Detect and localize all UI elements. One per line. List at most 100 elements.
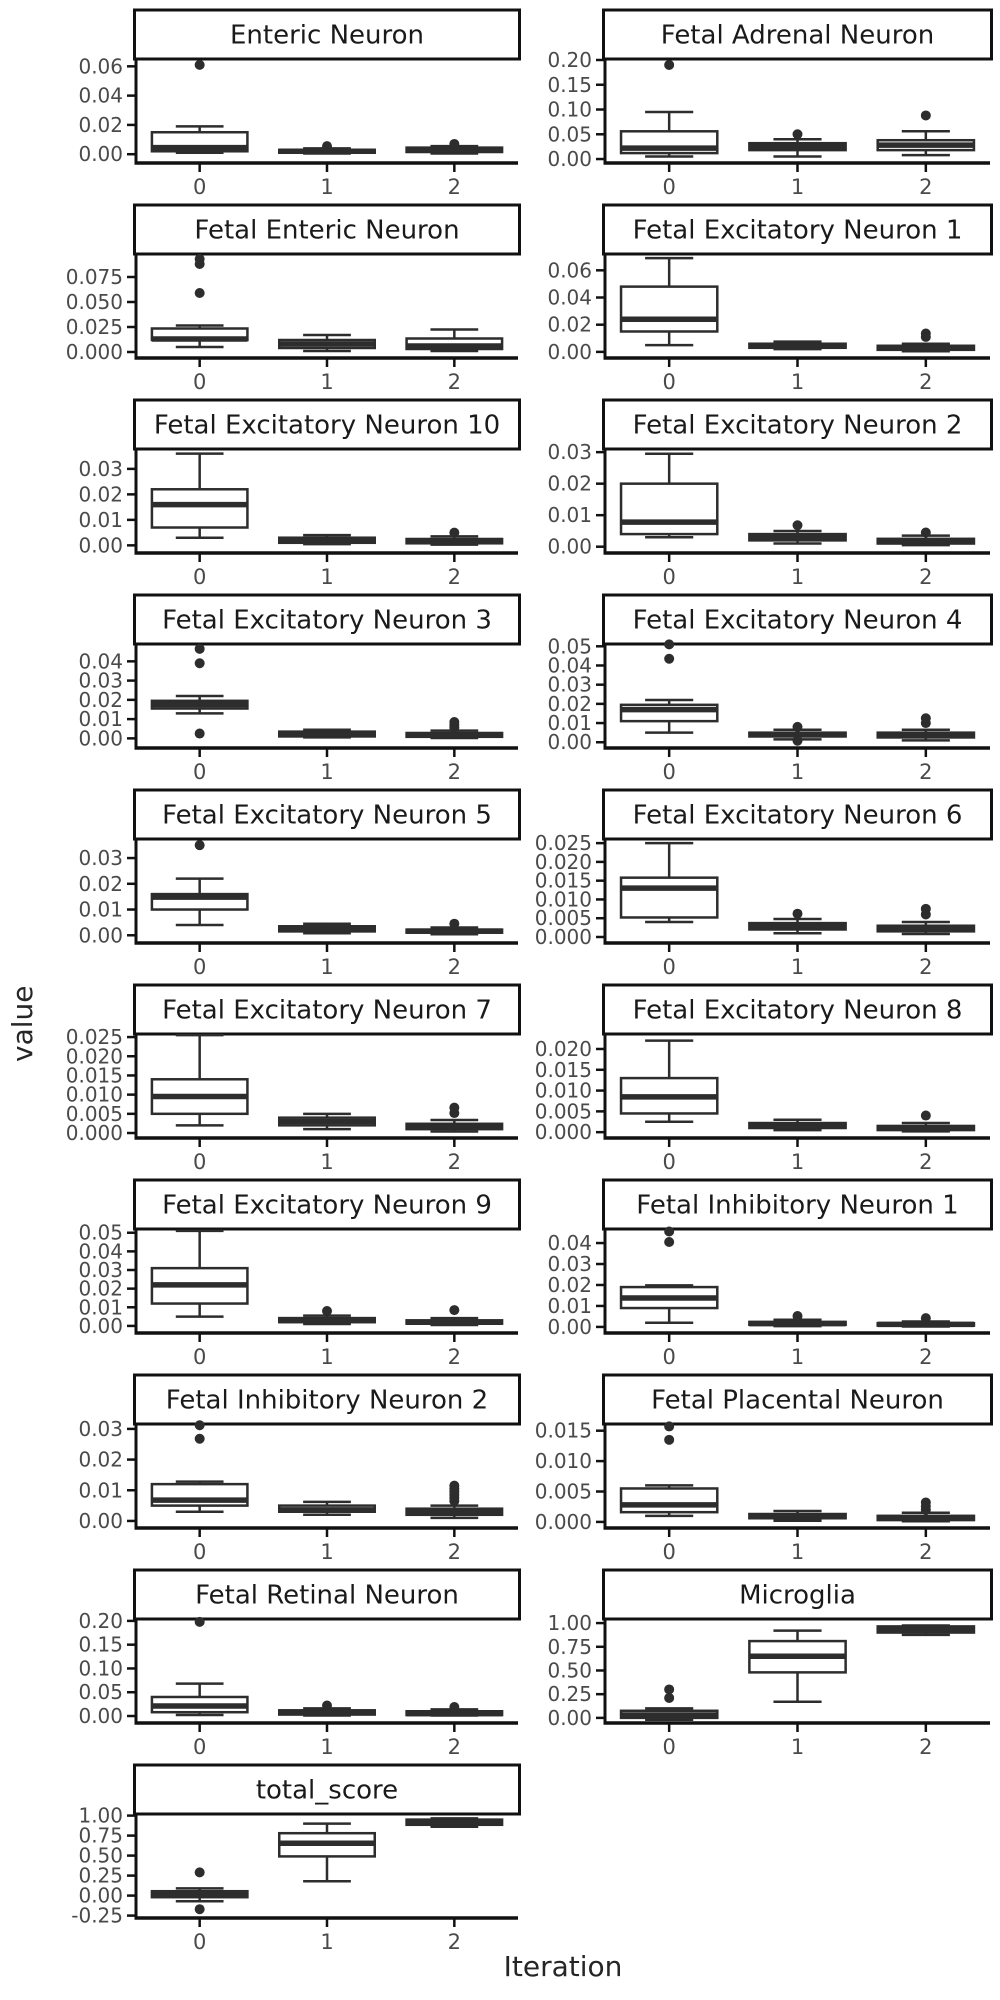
y-tick-label: -0.25	[71, 1904, 123, 1928]
box-group	[278, 1700, 376, 1717]
facet-title-strip	[133, 788, 521, 841]
y-tick-label: 0.00	[78, 533, 123, 557]
box-group	[405, 328, 504, 353]
y-tick-label: 0.03	[78, 1417, 123, 1441]
y-tick-label: 0.75	[78, 1824, 123, 1848]
y-tick-label: 0.04	[547, 286, 592, 310]
box-group	[619, 841, 719, 924]
facet-panel: total_score -0.250.000.250.500.751.00 0 1 2	[71, 1763, 521, 1954]
box-group	[278, 1112, 376, 1131]
y-tick-label: 0.03	[78, 669, 123, 693]
y-tick-label: 0.000	[66, 1121, 123, 1145]
y-tick-label: 0.025	[66, 315, 123, 339]
y-tick-label: 0.02	[78, 1277, 123, 1301]
y-tick-label: 0.04	[547, 653, 592, 677]
y-tick-label: 0.06	[547, 258, 592, 282]
box-group	[876, 1624, 976, 1637]
facet-title: Fetal Inhibitory Neuron 1	[636, 1191, 958, 1221]
y-tick-label: 0.00	[78, 923, 123, 947]
facet-title-strip	[133, 8, 521, 61]
outlier-point	[449, 918, 460, 929]
outlier-point	[194, 1867, 205, 1878]
x-tick-label: 0	[193, 1150, 206, 1174]
facet-title-strip	[133, 1763, 521, 1816]
box	[619, 482, 719, 536]
box	[619, 876, 719, 919]
box-group	[876, 903, 976, 936]
box-group	[748, 1509, 847, 1522]
y-tick-label: 0.02	[547, 313, 592, 337]
box-group	[405, 717, 504, 740]
outlier-point	[449, 1480, 460, 1491]
y-tick-label: 0.01	[547, 711, 592, 735]
y-tick-label: 0.50	[547, 1658, 592, 1682]
y-tick-label: 0.050	[66, 290, 123, 314]
outlier-point	[920, 1110, 931, 1121]
box-group	[876, 527, 976, 547]
x-tick-label: 2	[919, 760, 932, 784]
x-tick-label: 1	[791, 955, 804, 979]
x-tick-label: 1	[320, 565, 333, 589]
box-group	[278, 533, 376, 546]
y-tick-label: 0.015	[535, 1419, 592, 1443]
box-group	[150, 1616, 249, 1717]
box-group	[150, 452, 249, 539]
box-group	[876, 1110, 976, 1133]
x-tick-label: 2	[448, 760, 461, 784]
y-tick-label: 0.01	[547, 503, 592, 527]
y-tick-label: 0.06	[78, 54, 123, 78]
x-tick-label: 2	[919, 1150, 932, 1174]
facet-panel: Fetal Excitatory Neuron 2 0.00 0.01 0.02 0.0…	[547, 398, 993, 589]
y-tick-label: 0.03	[547, 673, 592, 697]
x-tick-label: 1	[320, 370, 333, 394]
outlier-point	[664, 653, 675, 664]
y-tick-label: 0.005	[535, 1480, 592, 1504]
outlier-point	[322, 1700, 332, 1711]
box-group	[619, 639, 719, 734]
facet-title-strip	[602, 1178, 993, 1231]
facet-panel: Fetal Inhibitory Neuron 10.000.010.020.0…	[547, 1178, 993, 1369]
y-tick-label: 0.020	[66, 1044, 123, 1068]
box-group	[619, 1039, 719, 1124]
facet-title: Fetal Excitatory Neuron 3	[162, 606, 492, 636]
x-tick-label: 0	[662, 370, 675, 394]
y-tick-label: 0.20	[78, 1609, 123, 1633]
box-group	[748, 908, 847, 935]
facet-title-strip	[133, 398, 521, 451]
outlier-point	[194, 59, 205, 70]
x-tick-label: 0	[662, 1345, 675, 1369]
y-tick-label: 0.01	[78, 707, 123, 731]
y-tick-label: 1.00	[78, 1804, 123, 1828]
y-tick-label: 0.02	[78, 113, 123, 137]
facet-title: Fetal Retinal Neuron	[195, 1581, 459, 1611]
y-tick-label: 0.00	[547, 535, 592, 559]
x-tick-label: 2	[448, 1930, 461, 1954]
box-group	[748, 129, 847, 158]
x-tick-label: 2	[448, 175, 461, 199]
outlier-point	[449, 138, 460, 149]
facet-panel: Fetal Excitatory Neuron 5 0.000.010.020.0…	[78, 788, 521, 979]
x-tick-label: 1	[320, 1735, 333, 1759]
y-tick-label: 0.20	[547, 48, 592, 72]
y-tick-label: 0.015	[535, 1058, 592, 1082]
box	[619, 1487, 719, 1514]
box-group	[405, 1817, 504, 1829]
outlier-point	[792, 129, 803, 140]
facet-panel: Enteric Neuron 0.00 0.02 0.04 0.06 0 1 2	[78, 8, 521, 199]
y-tick-label: 0.50	[78, 1844, 123, 1868]
outlier-point	[664, 59, 675, 70]
x-tick-label: 1	[791, 1735, 804, 1759]
y-tick-label: 0.010	[535, 1449, 592, 1473]
facet-panel: Fetal Excitatory Neuron 40.000.010.020.0…	[547, 593, 993, 784]
y-tick-label: 0.010	[66, 1083, 123, 1107]
outlier-point	[792, 735, 803, 746]
x-tick-label: 1	[791, 565, 804, 589]
outlier-point	[194, 1420, 205, 1431]
box-group	[405, 527, 504, 546]
box-group	[278, 1306, 376, 1326]
y-tick-label: 0.025	[535, 831, 592, 855]
box-group	[619, 59, 719, 158]
box-group	[278, 333, 376, 353]
facet-panel: Fetal Excitatory Neuron 1 0.00 0.02 0.04 0.0…	[547, 203, 993, 394]
